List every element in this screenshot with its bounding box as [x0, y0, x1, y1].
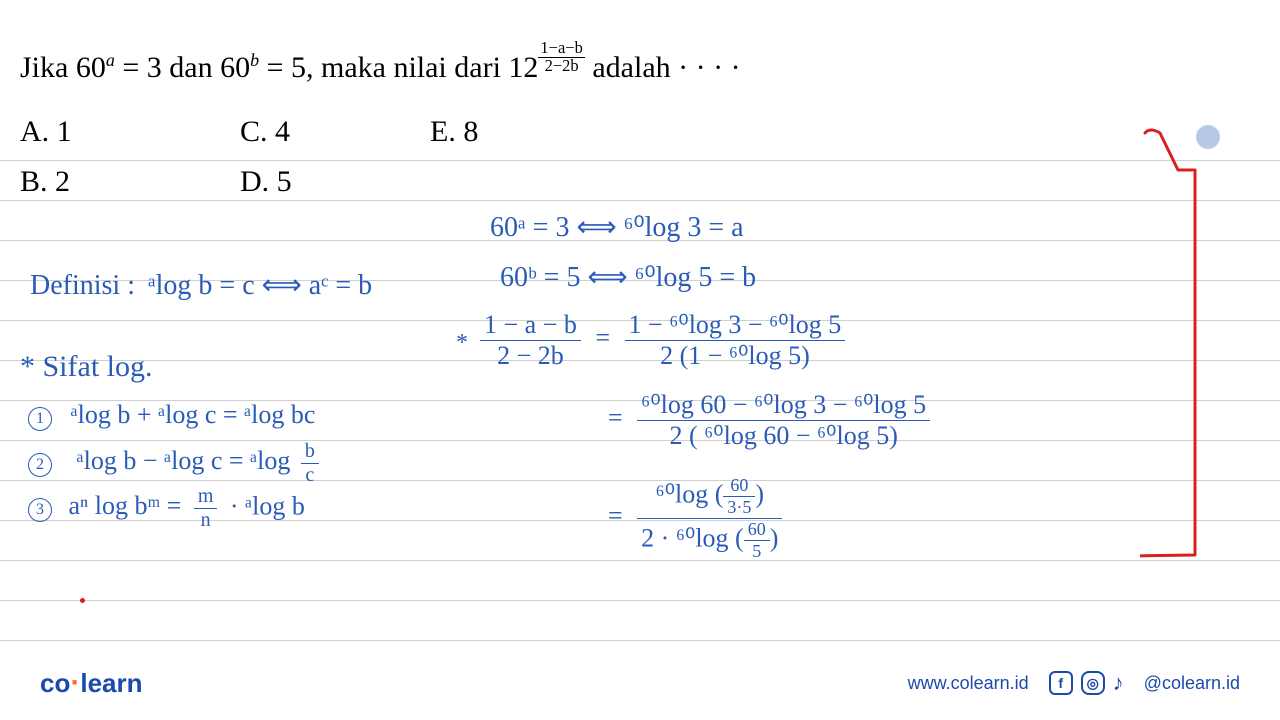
star-marker: *	[456, 330, 468, 357]
rule2-frac-n: b	[301, 440, 319, 464]
facebook-icon: f	[1049, 671, 1073, 695]
step1-lhs-n: 1 − a − b	[480, 310, 581, 341]
rule2-num: 2	[28, 453, 52, 477]
problem-statement: Jika 60a = 3 dan 60b = 5, maka nilai dar…	[20, 50, 741, 86]
logo-co: co	[40, 668, 70, 698]
step1-rhs-d: 2 (1 − ⁶⁰log 5)	[625, 341, 846, 371]
rule3-frac-d: n	[194, 509, 218, 532]
step1-eq: =	[595, 323, 610, 352]
rule2-lhs: ᵃlog b − ᵃlog c = ᵃlog	[77, 446, 291, 475]
red-stroke	[1140, 125, 1240, 600]
definisi-expr: ᵃlog b = c ⟺ aᶜ = b	[148, 270, 372, 301]
red-dot	[80, 598, 85, 603]
exp-frac-num: 1−a−b	[538, 40, 584, 58]
choice-e: E. 8	[430, 115, 478, 149]
step2: = ⁶⁰log 60 − ⁶⁰log 3 − ⁶⁰log 5 2 ( ⁶⁰log…	[600, 390, 930, 451]
step3-num: ⁶⁰log (603·5)	[637, 475, 782, 519]
footer: co·learn www.colearn.id f ◎ ♪ @colearn.i…	[0, 666, 1280, 700]
rule3-rhs: · ᵃlog b	[230, 491, 305, 520]
definisi-label: Definisi :	[30, 270, 135, 301]
rule3-num: 3	[28, 498, 52, 522]
problem-prefix: Jika 60	[20, 51, 106, 84]
rule-1: 1 ᵃlog b + ᵃlog c = ᵃlog bc	[28, 400, 315, 431]
conv2: 60ᵇ = 5 ⟺ ⁶⁰log 5 = b	[500, 260, 756, 294]
footer-url: www.colearn.id	[908, 673, 1029, 694]
logo: co·learn	[40, 666, 143, 700]
rule1-expr: ᵃlog b + ᵃlog c = ᵃlog bc	[71, 400, 316, 429]
definisi: Definisi : ᵃlog b = c ⟺ aᶜ = b	[30, 268, 372, 302]
rule-3: 3 aⁿ log bᵐ = m n · ᵃlog b	[28, 485, 305, 532]
choice-a: A. 1	[20, 115, 72, 149]
rule3-frac-n: m	[194, 485, 218, 509]
step1-lhs-d: 2 − 2b	[480, 341, 581, 371]
conv1: 60ᵃ = 3 ⟺ ⁶⁰log 3 = a	[490, 210, 744, 244]
step3: = ⁶⁰log (603·5) 2 · ⁶⁰log (605)	[600, 475, 782, 562]
instagram-icon: ◎	[1081, 671, 1105, 695]
rule3-lhs: aⁿ log bᵐ =	[69, 491, 182, 520]
rule2-frac-d: c	[301, 464, 319, 487]
problem-eq2: = 5, maka nilai dari 12	[259, 51, 538, 84]
sifat-label: * Sifat log.	[20, 350, 153, 384]
rule-2: 2 ᵃlog b − ᵃlog c = ᵃlog b c	[28, 440, 319, 487]
choice-d: D. 5	[240, 165, 292, 199]
rule1-num: 1	[28, 407, 52, 431]
step2-eq: =	[608, 403, 623, 432]
logo-learn: learn	[80, 668, 142, 698]
step1: 1 − a − b 2 − 2b = 1 − ⁶⁰log 3 − ⁶⁰log 5…	[480, 310, 845, 371]
step2-d: 2 ( ⁶⁰log 60 − ⁶⁰log 5)	[637, 421, 930, 451]
exp-b: b	[250, 50, 259, 70]
logo-dot-icon: ·	[70, 666, 80, 699]
problem-eq1: = 3 dan 60	[115, 51, 250, 84]
step3-den: 2 · ⁶⁰log (605)	[637, 519, 782, 562]
choice-b: B. 2	[20, 165, 70, 199]
marker-dot	[1196, 125, 1220, 149]
exp-a: a	[106, 50, 115, 70]
step2-n: ⁶⁰log 60 − ⁶⁰log 3 − ⁶⁰log 5	[637, 390, 930, 421]
social-icons: f ◎ ♪	[1049, 670, 1124, 696]
footer-right: www.colearn.id f ◎ ♪ @colearn.id	[908, 670, 1240, 696]
choice-c: C. 4	[240, 115, 290, 149]
tiktok-icon: ♪	[1113, 670, 1124, 696]
exp-frac-den: 2−2b	[538, 58, 584, 75]
step3-eq: =	[608, 501, 623, 530]
step1-rhs-n: 1 − ⁶⁰log 3 − ⁶⁰log 5	[625, 310, 846, 341]
problem-suffix: adalah · · · ·	[585, 51, 741, 84]
footer-handle: @colearn.id	[1144, 673, 1240, 694]
